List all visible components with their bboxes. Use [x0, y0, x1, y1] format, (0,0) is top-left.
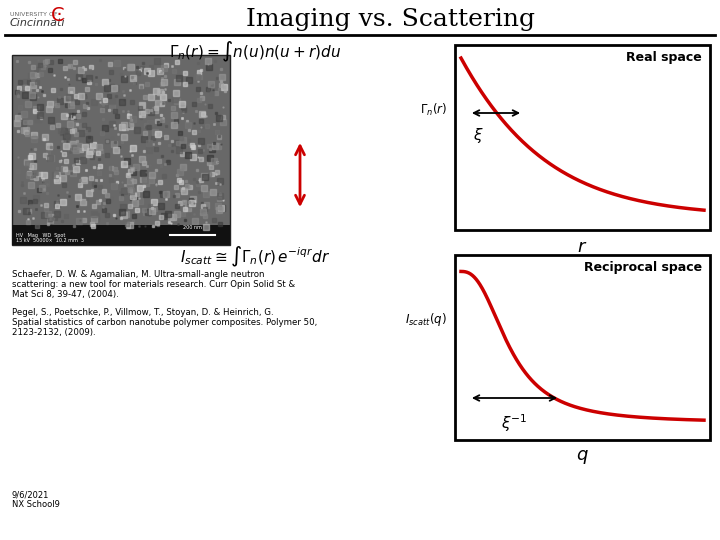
- Text: 2123-2132, (2009).: 2123-2132, (2009).: [12, 328, 96, 337]
- Text: scattering: a new tool for materials research. Curr Opin Solid St &: scattering: a new tool for materials res…: [12, 280, 295, 289]
- Text: $\xi^{-1}$: $\xi^{-1}$: [501, 412, 528, 434]
- Text: $\Gamma_n(r) = \int n(u)n(u+r)du$: $\Gamma_n(r) = \int n(u)n(u+r)du$: [169, 40, 341, 64]
- Text: $I_{scatt} \cong \int \Gamma_n(r)\,e^{-iqr}dr$: $I_{scatt} \cong \int \Gamma_n(r)\,e^{-i…: [180, 245, 330, 269]
- Text: 200 nm: 200 nm: [183, 225, 202, 230]
- Text: $\xi$: $\xi$: [473, 126, 484, 145]
- Text: Mat Sci 8, 39-47, (2004).: Mat Sci 8, 39-47, (2004).: [12, 290, 119, 299]
- Text: Pegel, S., Poetschke, P., Villmow, T., Stoyan, D. & Heinrich, G.: Pegel, S., Poetschke, P., Villmow, T., S…: [12, 308, 274, 317]
- Text: $I_{scatt}(q)$: $I_{scatt}(q)$: [405, 311, 447, 328]
- Text: Real space: Real space: [626, 51, 702, 64]
- Text: $q$: $q$: [576, 448, 589, 466]
- Text: Ͼ: Ͼ: [51, 6, 65, 25]
- Text: Cincinnati: Cincinnati: [10, 18, 66, 28]
- Bar: [12, 225, 230, 245]
- Text: Spatial statistics of carbon nanotube polymer composites. Polymer 50,: Spatial statistics of carbon nanotube po…: [12, 318, 318, 327]
- Text: Reciprocal space: Reciprocal space: [584, 261, 702, 274]
- Text: Imaging vs. Scattering: Imaging vs. Scattering: [246, 8, 534, 31]
- Text: $\Gamma_n(r)$: $\Gamma_n(r)$: [420, 102, 447, 118]
- Bar: [455, 45, 710, 230]
- Bar: [455, 255, 710, 440]
- Text: Schaefer, D. W. & Agamalian, M. Ultra-small-angle neutron: Schaefer, D. W. & Agamalian, M. Ultra-sm…: [12, 270, 264, 279]
- Text: HV   Mag   WD  Spot: HV Mag WD Spot: [16, 233, 66, 238]
- Bar: [12, 55, 230, 245]
- Text: $r$: $r$: [577, 238, 588, 256]
- Text: 15 kV  50000×  10.2 mm  3: 15 kV 50000× 10.2 mm 3: [16, 239, 84, 244]
- Text: UNIVERSITY OF: UNIVERSITY OF: [10, 12, 58, 17]
- Text: 9/6/2021
NX School9: 9/6/2021 NX School9: [12, 490, 60, 509]
